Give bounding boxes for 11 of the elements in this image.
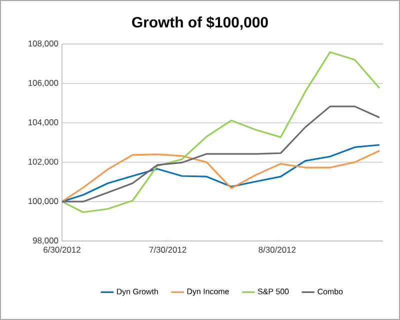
y-tick-label: 98,000: [32, 238, 58, 244]
line-series: [62, 51, 380, 214]
x-tick-label: 8/30/2012: [258, 246, 296, 253]
x-tick-label: 6/30/2012: [44, 246, 80, 253]
y-tick-label: 108,000: [28, 40, 58, 48]
y-tick-label: 100,000: [28, 198, 58, 206]
y-tick-label: 106,000: [28, 80, 58, 87]
chart-title: Growth of $100,000: [132, 16, 268, 30]
x-tick-label: 7/30/2012: [149, 246, 186, 253]
y-tick-label: 102,000: [28, 158, 58, 166]
y-tick-label: 104,000: [28, 119, 58, 126]
